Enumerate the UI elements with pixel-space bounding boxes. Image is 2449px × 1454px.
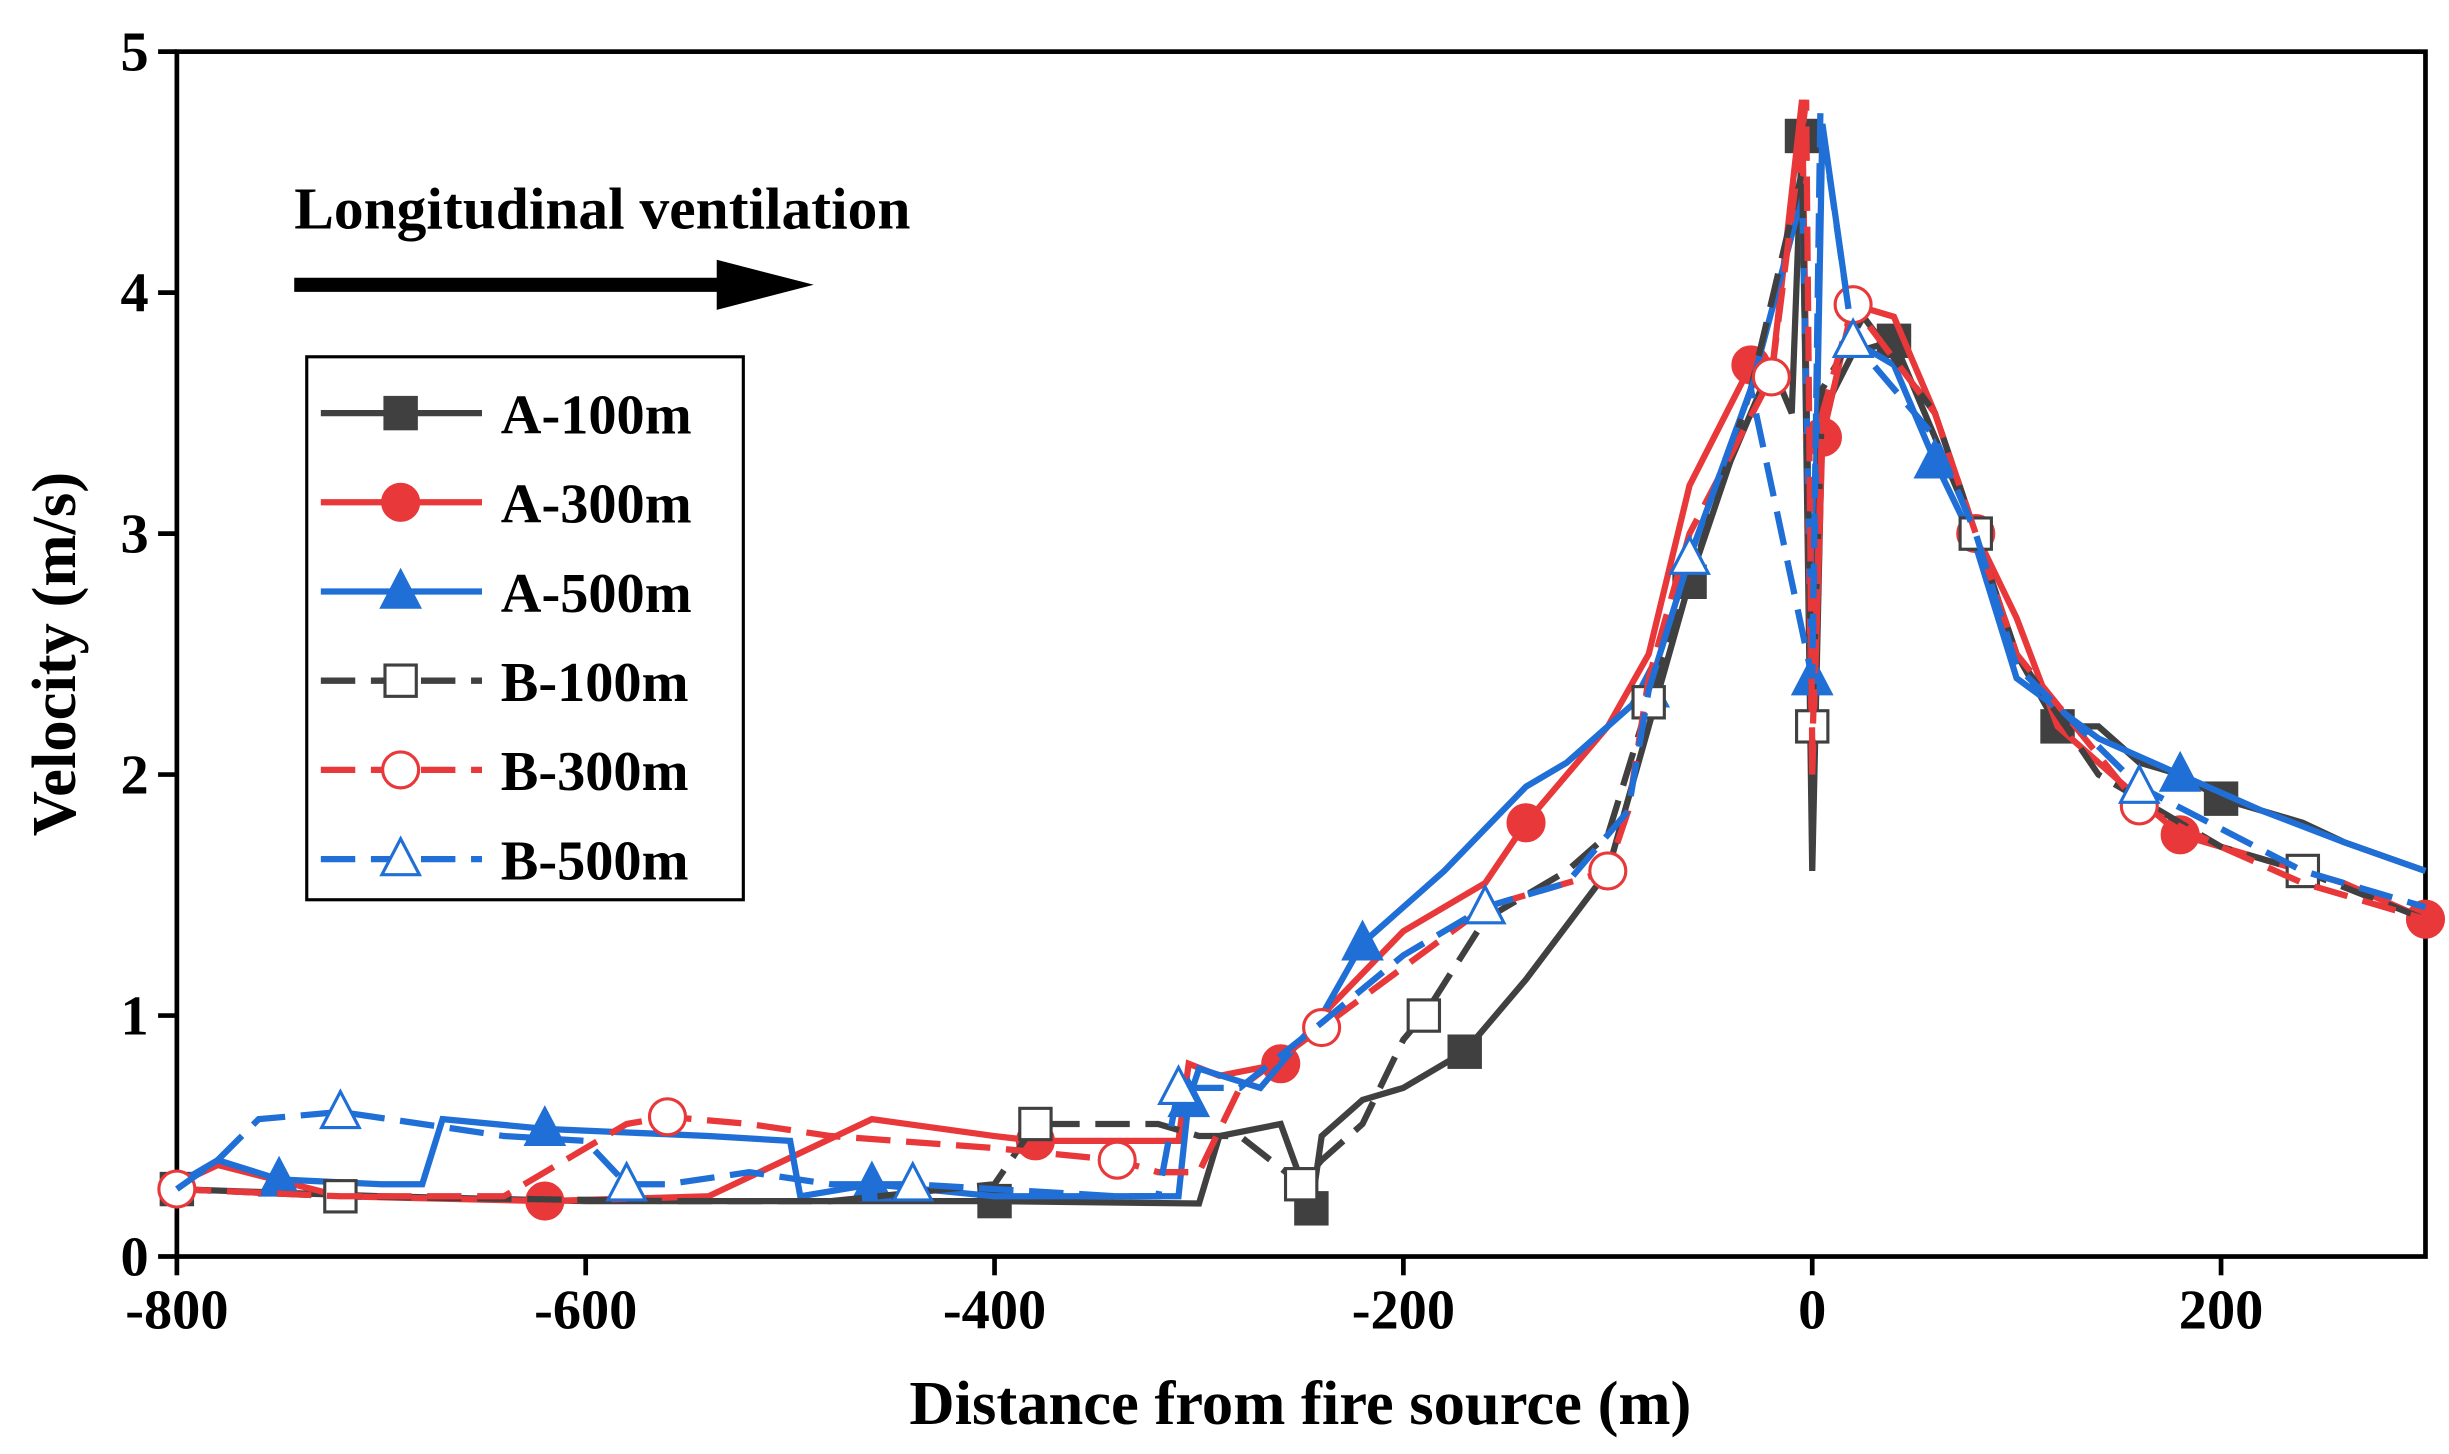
marker <box>2117 762 2161 804</box>
marker <box>1283 1167 1319 1202</box>
marker <box>381 750 421 790</box>
series-line <box>175 111 2427 1200</box>
series-line <box>175 99 2427 1205</box>
marker <box>1831 317 1875 359</box>
y-tick-label: 2 <box>121 744 149 806</box>
x-tick-label: 0 <box>1798 1280 1826 1342</box>
marker <box>647 1097 688 1137</box>
legend-label: B-100m <box>501 652 689 714</box>
legend-label: A-100m <box>501 384 692 446</box>
x-axis-label: Distance from fire source (m) <box>909 1368 1691 1438</box>
marker <box>605 1160 648 1202</box>
y-tick-label: 0 <box>121 1226 149 1288</box>
marker <box>383 663 418 698</box>
y-tick-label: 4 <box>121 262 149 324</box>
marker <box>379 567 422 609</box>
legend-label: A-500m <box>501 563 692 625</box>
plot-frame <box>174 49 2428 1259</box>
marker <box>1668 533 1711 575</box>
y-axis-label: Velocity (m/s) <box>19 472 89 836</box>
marker <box>1751 357 1791 397</box>
marker <box>1157 1064 1200 1106</box>
marker <box>319 1088 362 1130</box>
marker <box>891 1160 935 1202</box>
marker <box>1506 803 1546 843</box>
arrow-head <box>716 259 814 310</box>
marker <box>1958 516 1993 551</box>
x-tick-label: -800 <box>125 1280 228 1342</box>
marker <box>1447 1034 1482 1069</box>
y-tick-label: 1 <box>121 985 149 1047</box>
marker <box>379 835 422 877</box>
y-tick-label: 3 <box>121 503 149 565</box>
y-tick-label: 5 <box>121 21 149 83</box>
marker <box>1341 919 1384 961</box>
marker <box>1406 998 1442 1033</box>
x-tick-label: -400 <box>943 1280 1046 1342</box>
x-tick-label: 200 <box>2179 1280 2264 1342</box>
marker <box>1018 1106 1053 1142</box>
legend-label: A-300m <box>501 474 692 536</box>
marker <box>523 1105 567 1147</box>
marker <box>383 395 418 431</box>
legend-label: B-500m <box>501 830 689 892</box>
legend-label: B-300m <box>501 741 689 803</box>
x-tick-label: -200 <box>1352 1280 1455 1342</box>
annotation: Longitudinal ventilation <box>294 175 910 241</box>
marker <box>1588 851 1628 891</box>
marker <box>1097 1140 1137 1180</box>
x-tick-label: -600 <box>534 1280 637 1342</box>
marker <box>381 482 421 522</box>
marker <box>2158 750 2202 792</box>
legend-box <box>305 355 745 902</box>
marker <box>1463 883 1507 925</box>
